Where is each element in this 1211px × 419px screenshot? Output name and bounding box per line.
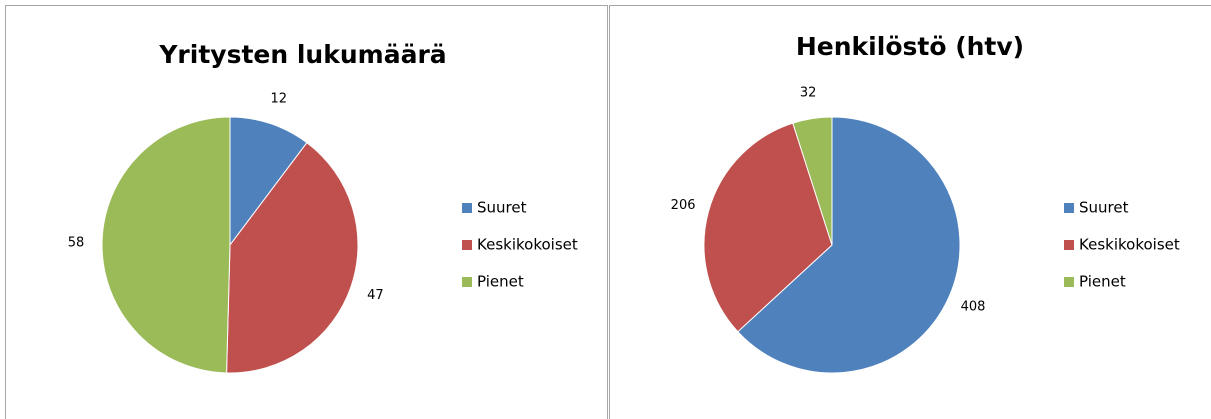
- pie-slice: [703, 122, 833, 333]
- pie-slice: [101, 116, 231, 374]
- legend-swatch: [1064, 203, 1074, 213]
- data-label: 206: [671, 198, 696, 213]
- chart-title: Henkilöstö (htv): [796, 32, 1024, 61]
- pie-slice: [737, 116, 961, 374]
- legend-swatch: [1064, 277, 1074, 287]
- chart-title: Yritysten lukumäärä: [158, 40, 446, 69]
- data-label: 47: [367, 288, 384, 303]
- pie-slice: [229, 116, 308, 247]
- legend-swatch: [462, 240, 472, 250]
- legend-swatch: [1064, 240, 1074, 250]
- legend-label: Keskikokoiset: [477, 236, 578, 254]
- legend-label: Pienet: [477, 273, 524, 291]
- data-label: 12: [270, 91, 287, 106]
- data-label: 58: [68, 235, 85, 250]
- legend-swatch: [462, 203, 472, 213]
- legend-label: Suuret: [477, 199, 527, 217]
- legend-label: Pienet: [1079, 273, 1126, 291]
- pie-slice: [792, 116, 833, 246]
- data-label: 32: [800, 85, 817, 100]
- legend-label: Suuret: [1079, 199, 1129, 217]
- legend-swatch: [462, 277, 472, 287]
- legend-label: Keskikokoiset: [1079, 236, 1180, 254]
- data-label: 408: [961, 299, 986, 314]
- pie-slice: [226, 141, 359, 374]
